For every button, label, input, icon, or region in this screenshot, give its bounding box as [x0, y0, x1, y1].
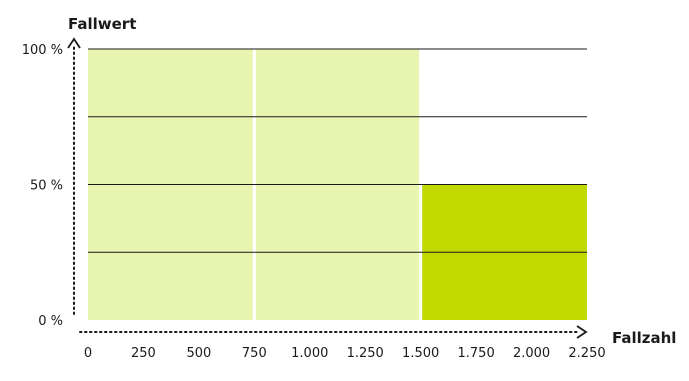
x-tick-label: 2.000: [513, 346, 550, 361]
x-tick-label: 1.500: [402, 346, 439, 361]
x-tick-label: 1.250: [347, 346, 384, 361]
x-tick-label: 750: [242, 346, 267, 361]
y-axis-title: Fallwert: [68, 15, 136, 33]
x-tick-label: 250: [131, 346, 156, 361]
x-tick-label: 1.000: [291, 346, 328, 361]
y-tick-label: 100 %: [22, 43, 63, 58]
y-tick-label: 0 %: [38, 314, 63, 329]
y-tick-labels: 0 % 50 % 100 %: [22, 43, 63, 329]
x-tick-label: 1.750: [458, 346, 495, 361]
x-tick-label: 2.250: [568, 346, 605, 361]
y-tick-label: 50 %: [30, 179, 63, 194]
x-axis-title: Fallzahl: [612, 329, 676, 347]
x-axis-arrowhead: [577, 326, 586, 338]
x-tick-label: 500: [186, 346, 211, 361]
x-tick-labels: 0 250 500 750 1.000 1.250 1.500 1.750 2.000 2.250: [84, 346, 606, 361]
x-tick-label: 0: [84, 346, 92, 361]
